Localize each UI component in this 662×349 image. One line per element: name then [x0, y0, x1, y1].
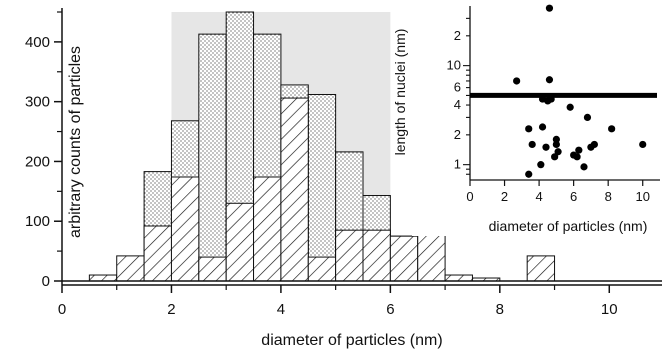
- scatter-point: [552, 140, 560, 149]
- main-y-tick-label: 300: [25, 94, 50, 111]
- inset-x-tick-label: 10: [635, 189, 649, 204]
- hatched-bar: [170, 176, 200, 282]
- main-x-tick-label: 2: [167, 301, 175, 318]
- inset-x-tick-label: 6: [570, 189, 577, 204]
- inset-y-tick-label: 2: [454, 127, 461, 142]
- inset-background: [412, 0, 662, 236]
- scatter-point: [547, 95, 555, 103]
- scatter-point: [545, 76, 554, 84]
- scatter-point: [537, 161, 545, 169]
- scatter-point: [552, 135, 560, 143]
- hatched-bar: [444, 274, 473, 282]
- scatter-point: [551, 153, 559, 161]
- hatched-bar: [116, 255, 145, 282]
- inset-x-tick-label: 2: [501, 189, 508, 204]
- scatter-point: [575, 146, 583, 154]
- main-y-tick-label: 0: [42, 273, 50, 290]
- main-x-axis-label: diameter of particles (nm): [261, 332, 442, 349]
- main-y-tick-label: 400: [25, 34, 50, 51]
- main-y-axis-label: arbitrary counts of particles: [67, 46, 84, 238]
- hatched-bar: [225, 202, 255, 282]
- hatched-bar: [280, 97, 309, 282]
- hatched-bar: [526, 255, 556, 282]
- inset-x-axis-label: diameter of particles (nm): [489, 218, 648, 234]
- scatter-point: [566, 103, 574, 111]
- scatter-point: [528, 140, 536, 149]
- inset-y-tick-label: 1: [454, 157, 461, 172]
- main-x-tick-label: 8: [496, 301, 504, 318]
- scatter-point: [545, 4, 554, 12]
- main-y-tick-label: 100: [25, 213, 50, 230]
- main-y-tick-label: 200: [25, 153, 50, 170]
- scatter-point: [525, 170, 533, 178]
- dotted-bar: [198, 33, 227, 282]
- main-x-tick-label: 6: [386, 301, 394, 318]
- hatched-bar: [198, 256, 227, 282]
- hatched-bar: [389, 235, 419, 282]
- hatched-bar: [417, 229, 446, 282]
- scatter-point: [580, 163, 588, 171]
- main-x-tick-label: 10: [601, 301, 618, 318]
- inset-y-tick-label: 4: [454, 97, 461, 112]
- scatter-point: [538, 123, 547, 131]
- hatched-bar: [307, 256, 337, 282]
- scatter-point: [608, 125, 616, 133]
- hatched-bar: [362, 229, 391, 282]
- inset-x-tick-label: 4: [535, 189, 542, 204]
- inset-y-tick-label: 10: [447, 58, 461, 73]
- hatched-bar: [253, 176, 282, 282]
- main-x-tick-label: 4: [277, 301, 285, 318]
- inset-x-tick-label: 0: [466, 189, 473, 204]
- scatter-point: [573, 153, 581, 161]
- scatter-point: [554, 148, 562, 156]
- scatter-point: [513, 77, 521, 85]
- scatter-point: [583, 113, 592, 122]
- inset-y-tick-label: 2: [454, 28, 461, 43]
- scatter-point: [525, 125, 533, 133]
- scatter-point: [590, 140, 598, 149]
- hatched-bar: [88, 274, 118, 282]
- scatter-point: [542, 143, 550, 151]
- main-x-tick-label: 0: [58, 301, 66, 318]
- inset-y-axis-label: length of nuclei (nm): [392, 29, 408, 156]
- hatched-bar: [335, 229, 364, 282]
- dotted-bar: [307, 93, 337, 282]
- scatter-point: [639, 140, 647, 149]
- inset-x-tick-label: 8: [605, 189, 612, 204]
- inset-y-tick-label: 6: [454, 80, 461, 95]
- hatched-bar: [143, 225, 172, 282]
